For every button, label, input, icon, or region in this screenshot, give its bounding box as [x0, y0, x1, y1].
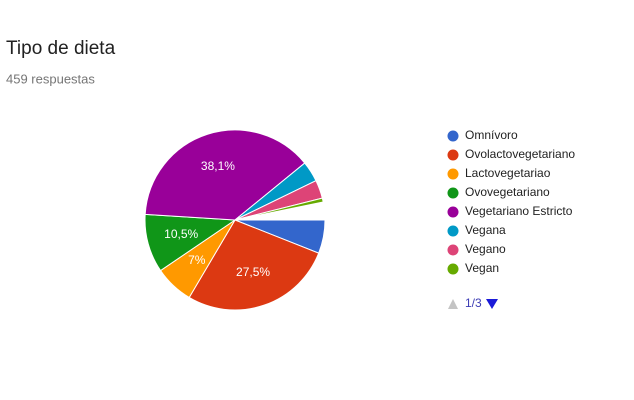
legend-label: Vegano [465, 242, 506, 256]
legend-swatch [447, 149, 459, 161]
chart-subtitle: 459 respuestas [6, 71, 95, 86]
legend-swatch [447, 206, 459, 218]
legend-page: 1/3 [465, 296, 482, 310]
pie-slice [144, 129, 306, 221]
legend-label: Vegan [465, 261, 499, 275]
legend-swatch [447, 187, 459, 199]
legend-label: Vegana [465, 223, 506, 237]
legend-swatch [447, 244, 459, 256]
pie-slice [234, 197, 324, 221]
pie-slice [188, 219, 320, 311]
legend-swatch [447, 168, 459, 180]
legend-swatch [447, 130, 459, 142]
legend-label: Lactovegetariao [465, 166, 551, 180]
chart-title: Tipo de dieta [6, 38, 116, 59]
legend: Omnívoro Ovolactovegetariano Lactovegetari… [447, 128, 575, 275]
legend-label: Vegetariano Estricto [465, 204, 573, 218]
legend-next-page[interactable] [486, 299, 498, 309]
pie: 27,5% 7% 10,5% 38,1% [144, 129, 326, 311]
legend-swatch [447, 263, 459, 275]
legend-label: Omnívoro [465, 128, 518, 142]
slice-label: 10,5% [164, 227, 198, 241]
slice-label: 27,5% [236, 265, 270, 279]
slice-label: 7% [188, 253, 206, 267]
legend-label: Ovovegetariano [465, 185, 550, 199]
legend-swatch [447, 225, 459, 237]
legend-prev-page[interactable] [448, 299, 458, 309]
legend-label: Ovolactovegetariano [465, 147, 575, 161]
slice-label: 38,1% [201, 159, 235, 173]
